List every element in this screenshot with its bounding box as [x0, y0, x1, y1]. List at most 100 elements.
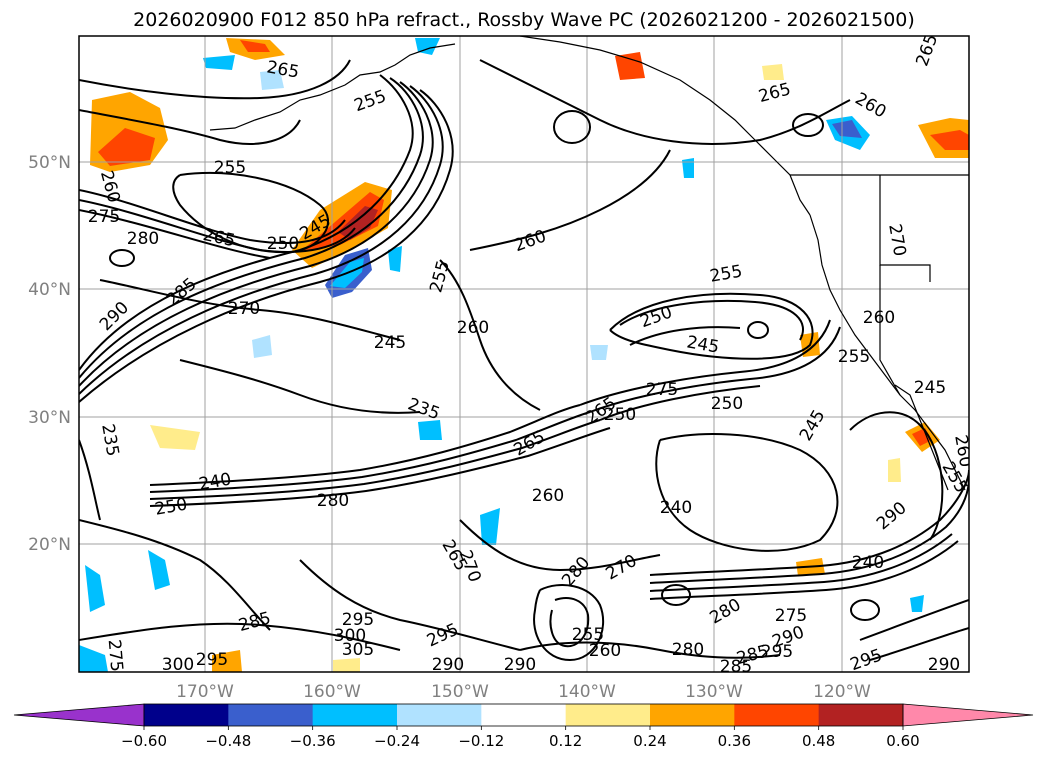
colorbar-tick-label: 0.24: [633, 732, 666, 750]
contour-label: 295: [761, 642, 793, 662]
west-coast: [809, 214, 966, 491]
map-title: 2026020900 F012 850 hPa refract., Rossby…: [133, 9, 915, 31]
contour-line: [649, 540, 959, 600]
colorbar-tick-label: −0.12: [458, 732, 504, 750]
contour-label: 285: [720, 657, 752, 677]
anomaly-patch: [762, 64, 784, 80]
contour-line: [850, 599, 880, 621]
anomaly-patch: [590, 345, 608, 360]
anomaly-patch: [333, 658, 360, 672]
negative-anomaly-patches: [79, 38, 924, 672]
plot-frame: [78, 35, 970, 673]
colorbar-swatch: [397, 704, 482, 726]
colorbar-swatch: [481, 704, 567, 726]
contour-line: [79, 89, 454, 403]
alaska-panhandle-coast: [519, 36, 811, 216]
contour-line: [533, 584, 605, 662]
colorbar-tick-label: −0.48: [205, 732, 251, 750]
contour-label: 275: [775, 606, 807, 626]
contour-label: 245: [374, 333, 406, 353]
lon-label-150w: 150°W: [431, 682, 489, 702]
anomaly-patch: [212, 650, 242, 672]
contour-label: 270: [228, 299, 260, 319]
contour-line: [859, 599, 969, 641]
lat-label-20n: 20°N: [28, 535, 71, 555]
contour-label: 250: [711, 394, 743, 414]
lon-label-130w: 130°W: [685, 682, 743, 702]
colorbar-extend-low: [13, 703, 145, 727]
coastlines: [209, 36, 969, 491]
colorbar-swatch: [144, 704, 229, 726]
anomaly-patch: [150, 425, 200, 450]
lat-label-50n: 50°N: [28, 153, 71, 173]
colorbar-tick-label: 0.48: [802, 732, 835, 750]
colorbar-extend-high: [902, 703, 1034, 727]
contour-label: 260: [863, 308, 895, 328]
contour-label: 280: [127, 229, 159, 249]
contour-label: 245: [914, 378, 946, 398]
colorbar-frame: [143, 703, 904, 727]
contour-line: [661, 584, 691, 606]
contour-line: [519, 641, 781, 659]
anomaly-patch: [98, 128, 155, 166]
colorbar-swatch: [565, 704, 651, 726]
contour-line: [849, 411, 944, 541]
contour-line: [79, 59, 351, 100]
contour-label: 255: [838, 347, 870, 367]
state-border: [879, 175, 931, 282]
contour-line: [609, 292, 814, 360]
lon-label-120w: 120°W: [813, 682, 871, 702]
contour-label: 250: [604, 405, 636, 425]
anomaly-patch: [388, 246, 402, 272]
contour-label: 260: [950, 433, 975, 468]
contour-line: [79, 189, 346, 245]
contour-label: 295: [342, 610, 374, 630]
contour-label: 260: [457, 318, 489, 338]
contour-line: [109, 249, 135, 267]
contour-line: [79, 439, 101, 521]
anomaly-patch: [615, 52, 645, 80]
contour-line: [589, 326, 841, 413]
contour-line: [99, 279, 401, 341]
plot-area: 255 265 255 260 275 280 265 250 245 285 …: [79, 36, 975, 677]
contour-label: 255: [214, 158, 246, 178]
contour-line: [869, 627, 969, 661]
colorbar-tick-label: 0.60: [886, 732, 919, 750]
contour-label: 305: [342, 640, 374, 660]
anomaly-patch: [888, 458, 901, 482]
contour-label: 260: [532, 486, 564, 506]
anomaly-patch: [832, 120, 862, 138]
contour-line: [79, 109, 301, 145]
colorbar-tick-label: 0.36: [718, 732, 751, 750]
contour-label: 260: [589, 641, 621, 661]
contour-label: 280: [672, 640, 704, 660]
colorbar-tick-label: −0.60: [121, 732, 167, 750]
state-border-2: [879, 265, 901, 396]
contour-line: [479, 59, 851, 145]
contour-line: [649, 533, 953, 592]
colorbar-swatch: [734, 704, 820, 726]
colorbar-tick-label: −0.36: [290, 732, 336, 750]
contour-line: [469, 149, 671, 251]
contour-line: [172, 172, 330, 254]
colorbar-swatch: [818, 704, 904, 726]
contour-line: [79, 519, 271, 631]
lat-label-30n: 30°N: [28, 408, 71, 428]
anomaly-patch: [85, 565, 105, 612]
contour-line: [747, 321, 769, 339]
contour-line: [459, 519, 661, 572]
alaska-peninsula-coast: [209, 43, 456, 131]
contour-line: [655, 433, 839, 552]
anomaly-patch: [418, 420, 442, 440]
contour-line: [79, 622, 401, 651]
contour-line: [79, 85, 444, 395]
colorbar-swatch: [228, 704, 314, 726]
contour-label: 250: [267, 234, 299, 254]
colorbar-tick-label: 0.12: [549, 732, 582, 750]
lon-label-140w: 140°W: [558, 682, 616, 702]
contour-line: [149, 427, 611, 507]
refractivity-contours: [79, 59, 969, 662]
contour-line: [149, 411, 591, 493]
lon-label-160w: 160°W: [303, 682, 361, 702]
contour-line: [549, 597, 590, 648]
